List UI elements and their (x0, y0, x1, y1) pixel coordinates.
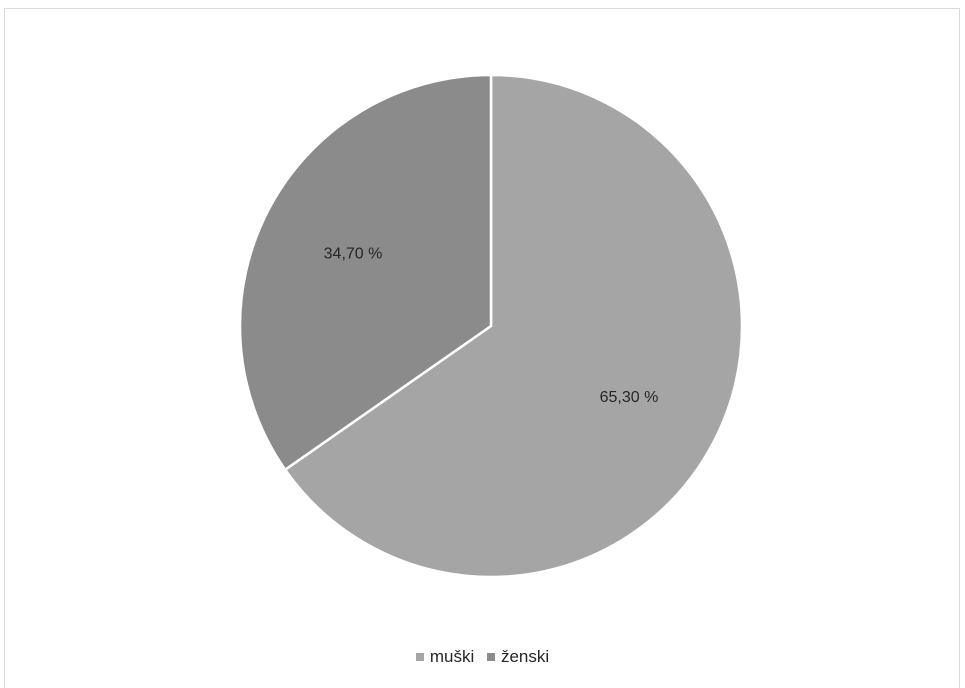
legend-label-zenski: ženski (500, 647, 550, 666)
legend-swatch-muski (415, 653, 424, 661)
pie-slice-zenski (238, 73, 493, 471)
legend-swatch-zenski (486, 653, 495, 661)
legend-item-muski: muški (415, 647, 475, 667)
legend-label-muski: muški (429, 647, 475, 666)
data-label-muski: 65,30 % (600, 389, 659, 406)
legend: muški ženski (0, 646, 965, 667)
data-label-zenski: 34,70 % (324, 245, 383, 262)
pie-slice-muski (283, 73, 744, 579)
legend-item-zenski: ženski (486, 647, 550, 667)
